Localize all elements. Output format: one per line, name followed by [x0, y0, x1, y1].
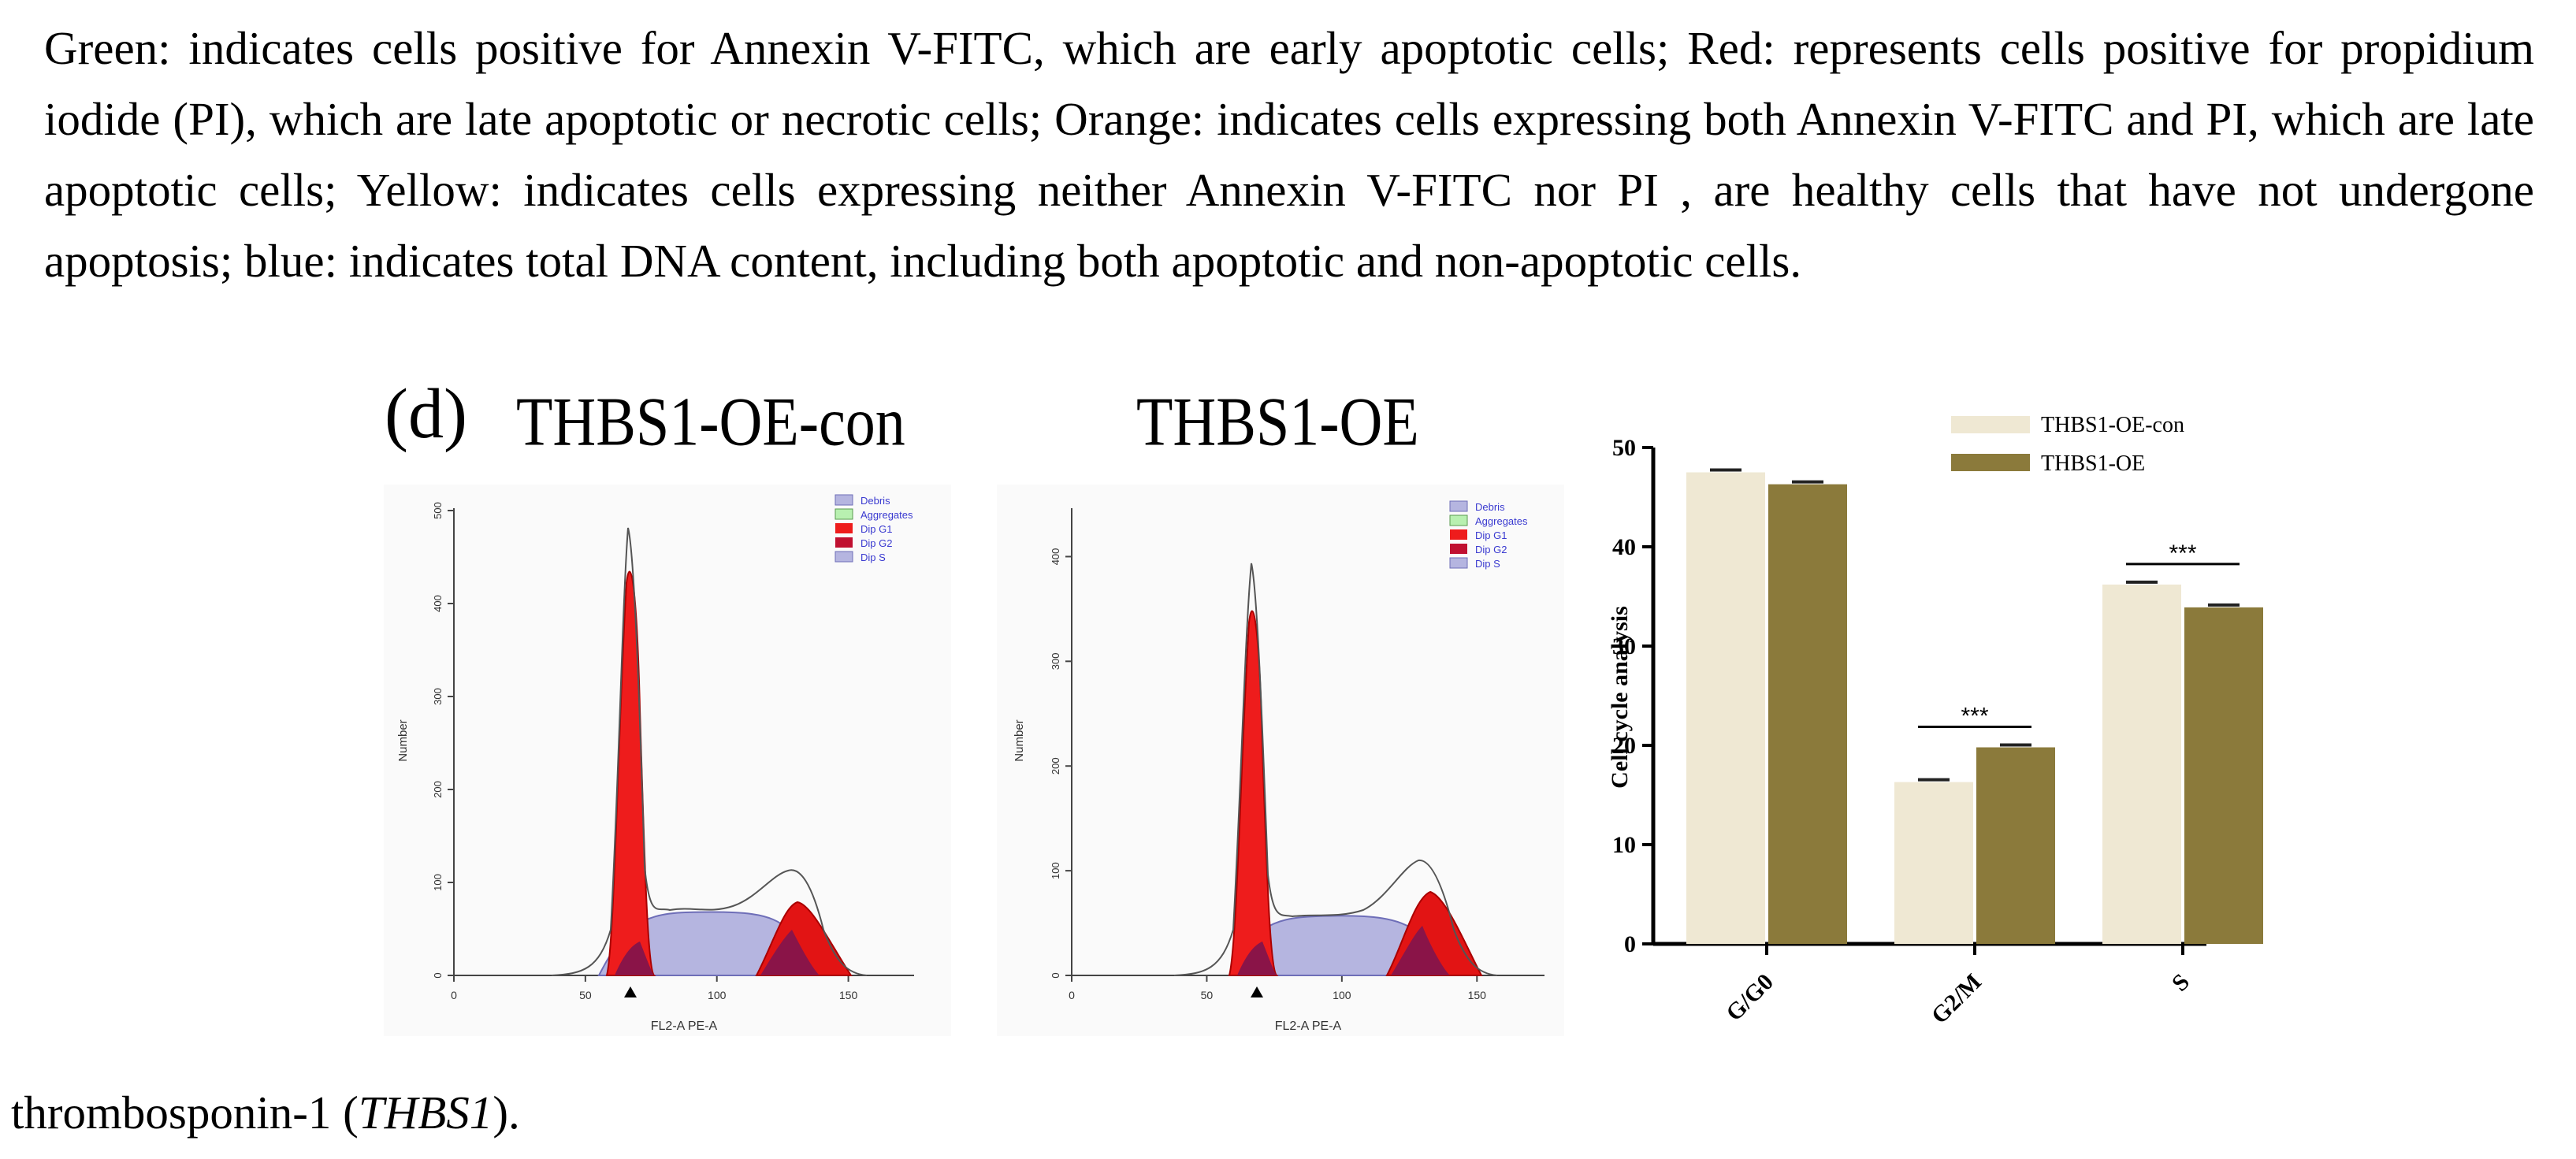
legend-swatch-debris: [835, 494, 853, 506]
significance-label: ***: [2169, 540, 2196, 566]
legend-swatch-aggregates: [835, 508, 853, 520]
y-tick-label: 400: [432, 595, 444, 612]
hist2-xlabel: FL2-A PE-A: [1275, 1020, 1342, 1033]
bar-legend: THBS1-OE-con THBS1-OE: [1951, 413, 2184, 476]
hist2-title: THBS1-OE: [1136, 384, 1419, 460]
histogram-con: 0 100 200 300 400 500 0 50 100 150 Number FL2-A …: [384, 485, 951, 1036]
bar-g2m-oe: [1976, 747, 2055, 944]
hist1-ylabel: Number: [396, 719, 410, 761]
significance-label: ***: [1961, 704, 1988, 730]
hist1-marker-icon: [624, 986, 637, 997]
bar-x-tick-label: G/G0: [1721, 969, 1779, 1027]
hist1-overlap-g2: [760, 930, 820, 975]
legend-swatch-g2: [1450, 544, 1467, 554]
hist2-raw-trace: [1173, 563, 1498, 976]
legend-label-g2: Dip G2: [861, 537, 892, 549]
legend-label-g1: Dip G1: [861, 523, 892, 535]
bar-s-oe: [2184, 607, 2263, 944]
bar-y-tick-label: 20: [1612, 733, 1636, 759]
bar-ylabel: Cell cycle analysis: [1607, 606, 1633, 789]
y-tick-label: 300: [432, 688, 444, 705]
bar-legend-swatch-oe: [1951, 454, 2030, 471]
hist2-overlap-g2: [1391, 926, 1450, 975]
bar-gg0-con: [1686, 472, 1765, 944]
y-tick-label: 400: [1050, 548, 1061, 566]
bar-y-tick-label: 40: [1612, 534, 1636, 560]
legend-swatch-debris: [1449, 500, 1468, 512]
x-tick-label: 50: [1201, 989, 1214, 1001]
bar-x-tick-label: S: [2167, 969, 2195, 997]
caption-text: thrombosponin-1 (THBS1).: [11, 1086, 520, 1140]
bar-legend-swatch-con: [1951, 416, 2030, 433]
legend-label-g2: Dip G2: [1475, 544, 1507, 555]
hist1-legend: Debris Aggregates Dip G1 Dip G2 Dip S: [835, 494, 913, 563]
bar-significance: *** ***: [1918, 540, 2240, 730]
x-tick-label: 100: [1333, 989, 1351, 1001]
x-tick-label: 0: [451, 989, 457, 1001]
caption-prefix: thrombosponin-1 (: [11, 1087, 359, 1139]
hist1-x-ticks: 0 50 100 150: [451, 975, 857, 1001]
hist2-dip-g1: [1228, 610, 1279, 976]
hist2-legend: Debris Aggregates Dip G1 Dip G2 Dip S: [1449, 500, 1528, 570]
x-tick-label: 50: [579, 989, 592, 1001]
x-tick-label: 150: [1468, 989, 1487, 1001]
bar-y-ticks: 0 10 20 30 40 50: [1612, 435, 1653, 957]
bar-s-con: [2102, 584, 2181, 944]
y-tick-label: 100: [432, 874, 444, 891]
cell-cycle-bar-chart: 0 10 20 30 40 50 G/G0 G2/M S *** *** Cell cycle …: [1607, 413, 2263, 1029]
histogram-oe: 0 100 200 300 400 0 50 100 150 Number FL2-A PE-…: [997, 485, 1564, 1036]
hist2-y-ticks: 0 100 200 300 400: [1050, 548, 1072, 979]
x-tick-label: 0: [1069, 989, 1075, 1001]
legend-swatch-s: [1449, 557, 1468, 569]
bar-y-tick-label: 0: [1624, 931, 1636, 957]
description-paragraph: Green: indicates cells positive for Anne…: [44, 22, 2534, 287]
legend-label-debris: Debris: [861, 495, 890, 507]
legend-swatch-g2: [835, 537, 853, 548]
hist1-title: THBS1-OE-con: [516, 384, 905, 460]
hist2-overlap-g1: [1237, 942, 1277, 975]
legend-swatch-aggregates: [1449, 514, 1468, 526]
hist1-y-ticks: 0 100 200 300 400 500: [432, 502, 454, 979]
hist2-marker-icon: [1251, 986, 1263, 997]
bar-g2m-con: [1894, 782, 1973, 944]
hist2-ylabel: Number: [1013, 719, 1026, 761]
hist1-raw-trace: [551, 527, 868, 976]
legend-label-s: Dip S: [1475, 558, 1500, 570]
legend-swatch-g1: [835, 523, 853, 533]
bar-x-tick-label: G2/M: [1927, 969, 1987, 1029]
y-tick-label: 300: [1050, 652, 1061, 670]
hist1-xlabel: FL2-A PE-A: [651, 1020, 718, 1033]
y-tick-label: 0: [432, 972, 444, 978]
bar-y-tick-label: 30: [1612, 633, 1636, 659]
caption-gene: THBS1: [358, 1087, 493, 1139]
legend-label-g1: Dip G1: [1475, 529, 1507, 541]
panel-label: (d): [385, 375, 467, 453]
y-tick-label: 0: [1050, 972, 1061, 978]
legend-swatch-s: [835, 551, 853, 563]
y-tick-label: 500: [432, 502, 444, 519]
bar-y-tick-label: 10: [1612, 832, 1636, 858]
legend-label-aggregates: Aggregates: [1475, 515, 1528, 527]
y-tick-label: 200: [432, 781, 444, 798]
bar-legend-label-con: THBS1-OE-con: [2041, 413, 2184, 437]
legend-swatch-g1: [1450, 529, 1467, 540]
legend-label-debris: Debris: [1475, 501, 1505, 513]
bar-legend-label-oe: THBS1-OE: [2041, 451, 2145, 476]
legend-label-aggregates: Aggregates: [861, 509, 913, 521]
caption-suffix: ).: [493, 1087, 520, 1139]
x-tick-label: 100: [708, 989, 727, 1001]
bar-series: [1686, 468, 2263, 944]
y-tick-label: 100: [1050, 862, 1061, 879]
hist1-overlap-g1: [615, 942, 654, 975]
y-tick-label: 200: [1050, 757, 1061, 775]
bar-y-tick-label: 50: [1612, 435, 1636, 461]
hist2-x-ticks: 0 50 100 150: [1069, 975, 1486, 1001]
x-tick-label: 150: [839, 989, 858, 1001]
legend-label-s: Dip S: [861, 552, 886, 563]
bar-gg0-oe: [1768, 484, 1847, 944]
bar-x-ticks: G/G0 G2/M S: [1721, 944, 2195, 1029]
